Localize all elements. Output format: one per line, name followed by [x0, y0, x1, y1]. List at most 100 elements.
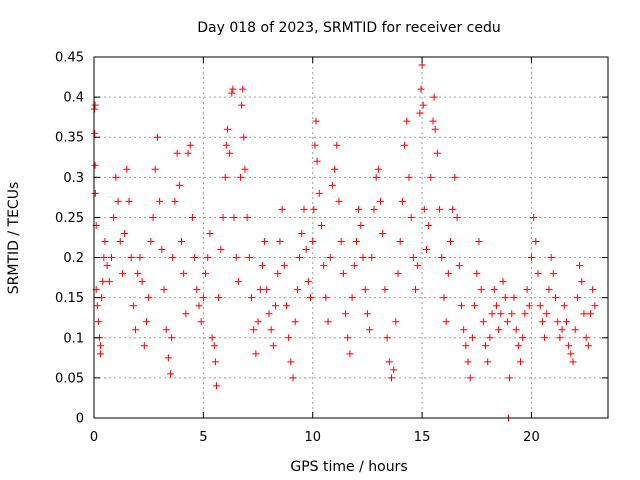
data-point [530, 213, 538, 221]
data-point [173, 149, 181, 157]
data-point [534, 270, 542, 278]
data-point [267, 326, 275, 334]
data-point [479, 318, 487, 326]
x-tick-label: 10 [304, 430, 321, 445]
x-tick-label: 15 [414, 430, 431, 445]
data-point [211, 358, 219, 366]
data-point [234, 278, 242, 286]
data-point [199, 294, 207, 302]
data-point [317, 221, 325, 229]
data-point [307, 294, 315, 302]
data-point [582, 334, 590, 342]
data-point [357, 221, 365, 229]
data-point [372, 173, 380, 181]
data-point [361, 286, 369, 294]
data-point [576, 262, 584, 270]
data-point [543, 310, 551, 318]
data-point [191, 254, 199, 262]
data-point [193, 286, 201, 294]
data-point [554, 318, 562, 326]
data-point [444, 270, 452, 278]
data-point [352, 238, 360, 246]
data-point [197, 318, 205, 326]
data-point [103, 262, 111, 270]
data-point [240, 133, 248, 141]
data-point [247, 294, 255, 302]
data-point [433, 149, 441, 157]
data-point [169, 254, 177, 262]
data-point [419, 101, 427, 109]
data-point [116, 238, 124, 246]
data-point [280, 262, 288, 270]
data-point [381, 286, 389, 294]
data-point [94, 318, 102, 326]
data-point [449, 205, 457, 213]
data-point [591, 302, 599, 310]
data-point [460, 326, 468, 334]
data-point [556, 334, 564, 342]
data-point [302, 246, 310, 254]
data-point [536, 302, 544, 310]
data-point [105, 278, 113, 286]
data-point [331, 165, 339, 173]
data-point [523, 286, 531, 294]
data-point [171, 197, 179, 205]
data-point [506, 374, 514, 382]
data-point [589, 286, 597, 294]
data-point [91, 161, 99, 169]
data-point [140, 342, 148, 350]
data-point [300, 205, 308, 213]
y-axis-label: SRMTID / TECUs [6, 182, 22, 295]
data-point [342, 310, 350, 318]
data-point [368, 254, 376, 262]
data-point [409, 254, 417, 262]
data-point [311, 141, 319, 149]
data-point [363, 310, 371, 318]
data-point [322, 294, 330, 302]
data-point [149, 213, 157, 221]
data-point [471, 302, 479, 310]
data-point [274, 270, 282, 278]
y-tick-label: 0.2 [63, 251, 84, 266]
data-point [91, 101, 99, 109]
data-point [136, 254, 144, 262]
y-tick-label: 0.45 [55, 51, 84, 66]
data-point [97, 350, 105, 358]
data-point [228, 89, 236, 97]
data-point [223, 125, 231, 133]
data-point [484, 358, 492, 366]
plot-frame [93, 56, 609, 419]
x-tick-label: 0 [90, 430, 98, 445]
data-point [466, 374, 474, 382]
data-point [261, 238, 269, 246]
data-point [226, 149, 234, 157]
data-point [370, 205, 378, 213]
data-point [374, 165, 382, 173]
data-point [107, 254, 115, 262]
data-point [221, 173, 229, 181]
data-point [405, 173, 413, 181]
data-point [541, 334, 549, 342]
data-point [366, 326, 374, 334]
data-point [337, 238, 345, 246]
data-point [293, 286, 301, 294]
data-point [473, 270, 481, 278]
data-point [468, 334, 476, 342]
data-point [499, 278, 507, 286]
data-point [348, 294, 356, 302]
data-point [567, 350, 575, 358]
data-point [521, 310, 529, 318]
data-point [512, 326, 520, 334]
data-point [184, 149, 192, 157]
data-point [145, 294, 153, 302]
y-tick-label: 0.4 [63, 91, 84, 106]
data-point [206, 229, 214, 237]
data-point [416, 109, 424, 117]
data-point [383, 334, 391, 342]
data-point [379, 229, 387, 237]
data-point [243, 213, 251, 221]
data-point [510, 294, 518, 302]
data-point [160, 286, 168, 294]
data-point [132, 326, 140, 334]
data-point [304, 278, 312, 286]
